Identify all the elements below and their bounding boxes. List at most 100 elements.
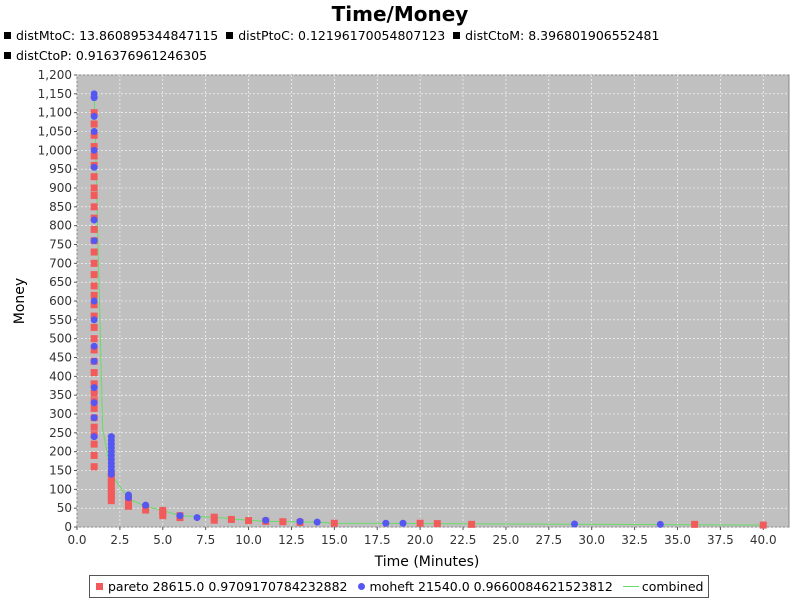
moheft-point [90, 342, 98, 350]
pareto-point [90, 423, 98, 431]
pareto-point [468, 520, 476, 528]
x-tick-label: 2.5 [110, 533, 129, 547]
y-axis-label: Money [12, 278, 28, 324]
y-tick-label: 100 [49, 482, 72, 496]
dist-item: distCtoP: 0.916376961246305 [4, 46, 207, 66]
y-tick-label: 1,000 [38, 143, 72, 157]
circle-marker-icon [357, 583, 365, 590]
y-tick-label: 1,100 [38, 106, 72, 120]
y-tick-label: 400 [49, 369, 72, 383]
dist-ctom-text: distCtoM: 8.396801906552481 [465, 28, 660, 43]
pareto-point [279, 518, 287, 526]
y-tick-label: 1,050 [38, 125, 72, 139]
pareto-point [90, 291, 98, 299]
x-tick-label: 10.0 [235, 533, 262, 547]
legend-item-pareto: pareto 28615.0 0.9709170784232882 [96, 576, 348, 597]
pareto-point [433, 520, 441, 528]
legend-item-combined: combined [622, 576, 704, 597]
moheft-point [90, 399, 98, 407]
pareto-point [90, 369, 98, 377]
y-tick-label: 250 [49, 426, 72, 440]
pareto-point [90, 259, 98, 267]
pareto-point [107, 493, 115, 501]
pareto-point [107, 485, 115, 493]
pareto-point [245, 517, 253, 525]
x-tick-label: 7.5 [196, 533, 215, 547]
pareto-point [107, 482, 115, 490]
pareto-point [90, 380, 98, 388]
pareto-point [107, 478, 115, 486]
y-tick-label: 200 [49, 445, 72, 459]
dist-ptoc-text: distPtoC: 0.12196170054807123 [238, 28, 446, 43]
y-tick-label: 450 [49, 351, 72, 365]
x-tick-label: 27.5 [535, 533, 562, 547]
pareto-point [90, 248, 98, 256]
x-tick-label: 5.0 [153, 533, 172, 547]
moheft-point [107, 433, 115, 441]
y-tick-label: 900 [49, 181, 72, 195]
pareto-point [90, 192, 98, 200]
data-marks [90, 90, 767, 529]
y-tick-label: 700 [49, 256, 72, 270]
pareto-point [691, 520, 699, 528]
grid-lines [76, 74, 789, 528]
moheft-point [193, 514, 201, 522]
dist-item: distCtoM: 8.396801906552481 [453, 26, 659, 46]
moheft-point [90, 384, 98, 392]
bullet-square-icon [453, 32, 461, 39]
pareto-point [90, 335, 98, 343]
moheft-point [124, 491, 132, 499]
pareto-point [90, 282, 98, 290]
y-tick-label: 150 [49, 464, 72, 478]
y-tick-label: 500 [49, 332, 72, 346]
moheft-point [90, 112, 98, 120]
legend-label-moheft: moheft 21540.0 0.9660084621523812 [369, 579, 613, 594]
moheft-point [90, 216, 98, 224]
pareto-point [90, 323, 98, 331]
y-tick-label: 750 [49, 238, 72, 252]
y-tick-label: 650 [49, 275, 72, 289]
y-tick-label: 300 [49, 407, 72, 421]
moheft-point [176, 512, 184, 520]
x-tick-label: 20.0 [407, 533, 434, 547]
x-axis-label: Time (Minutes) [374, 554, 480, 570]
y-tick-label: 1,150 [38, 87, 72, 101]
moheft-point [90, 128, 98, 135]
dist-mtoc-text: distMtoC: 13.860895344847115 [16, 28, 219, 43]
legend-label-combined: combined [641, 579, 704, 594]
distance-metrics: distMtoC: 13.860895344847115 distPtoC: 0… [4, 26, 704, 66]
moheft-point [296, 517, 304, 525]
pareto-point [90, 389, 98, 397]
moheft-point [90, 163, 98, 171]
x-tick-label: 25.0 [493, 533, 520, 547]
pareto-point [227, 515, 235, 523]
pareto-point [107, 497, 115, 505]
pareto-point [90, 440, 98, 448]
x-tick-label: 0.0 [67, 533, 86, 547]
moheft-point [656, 520, 664, 528]
moheft-point [90, 90, 98, 98]
pareto-point [90, 404, 98, 412]
x-tick-label: 17.5 [364, 533, 391, 547]
chart-legend: pareto 28615.0 0.9709170784232882 moheft… [89, 575, 709, 598]
pareto-point [90, 143, 98, 151]
y-tick-label: 550 [49, 313, 72, 327]
y-tick-label: 1,200 [38, 68, 72, 82]
pareto-point [90, 225, 98, 233]
pareto-point [90, 346, 98, 354]
pareto-point [107, 489, 115, 497]
x-axis: 0.0 2.5 5.0 7.5 10.0 12.5 15.0 17.5 20.0 22.5 25.0… [67, 527, 777, 547]
moheft-point [90, 357, 98, 365]
moheft-point [90, 237, 98, 245]
moheft-point [142, 501, 150, 509]
y-tick-label: 950 [49, 162, 72, 176]
bullet-square-icon [4, 52, 11, 59]
moheft-point [90, 146, 98, 154]
pareto-point [90, 312, 98, 320]
pareto-point [90, 184, 98, 192]
x-tick-label: 22.5 [450, 533, 477, 547]
moheft-point [571, 520, 579, 528]
x-tick-label: 30.0 [578, 533, 605, 547]
y-tick-label: 350 [49, 388, 72, 402]
